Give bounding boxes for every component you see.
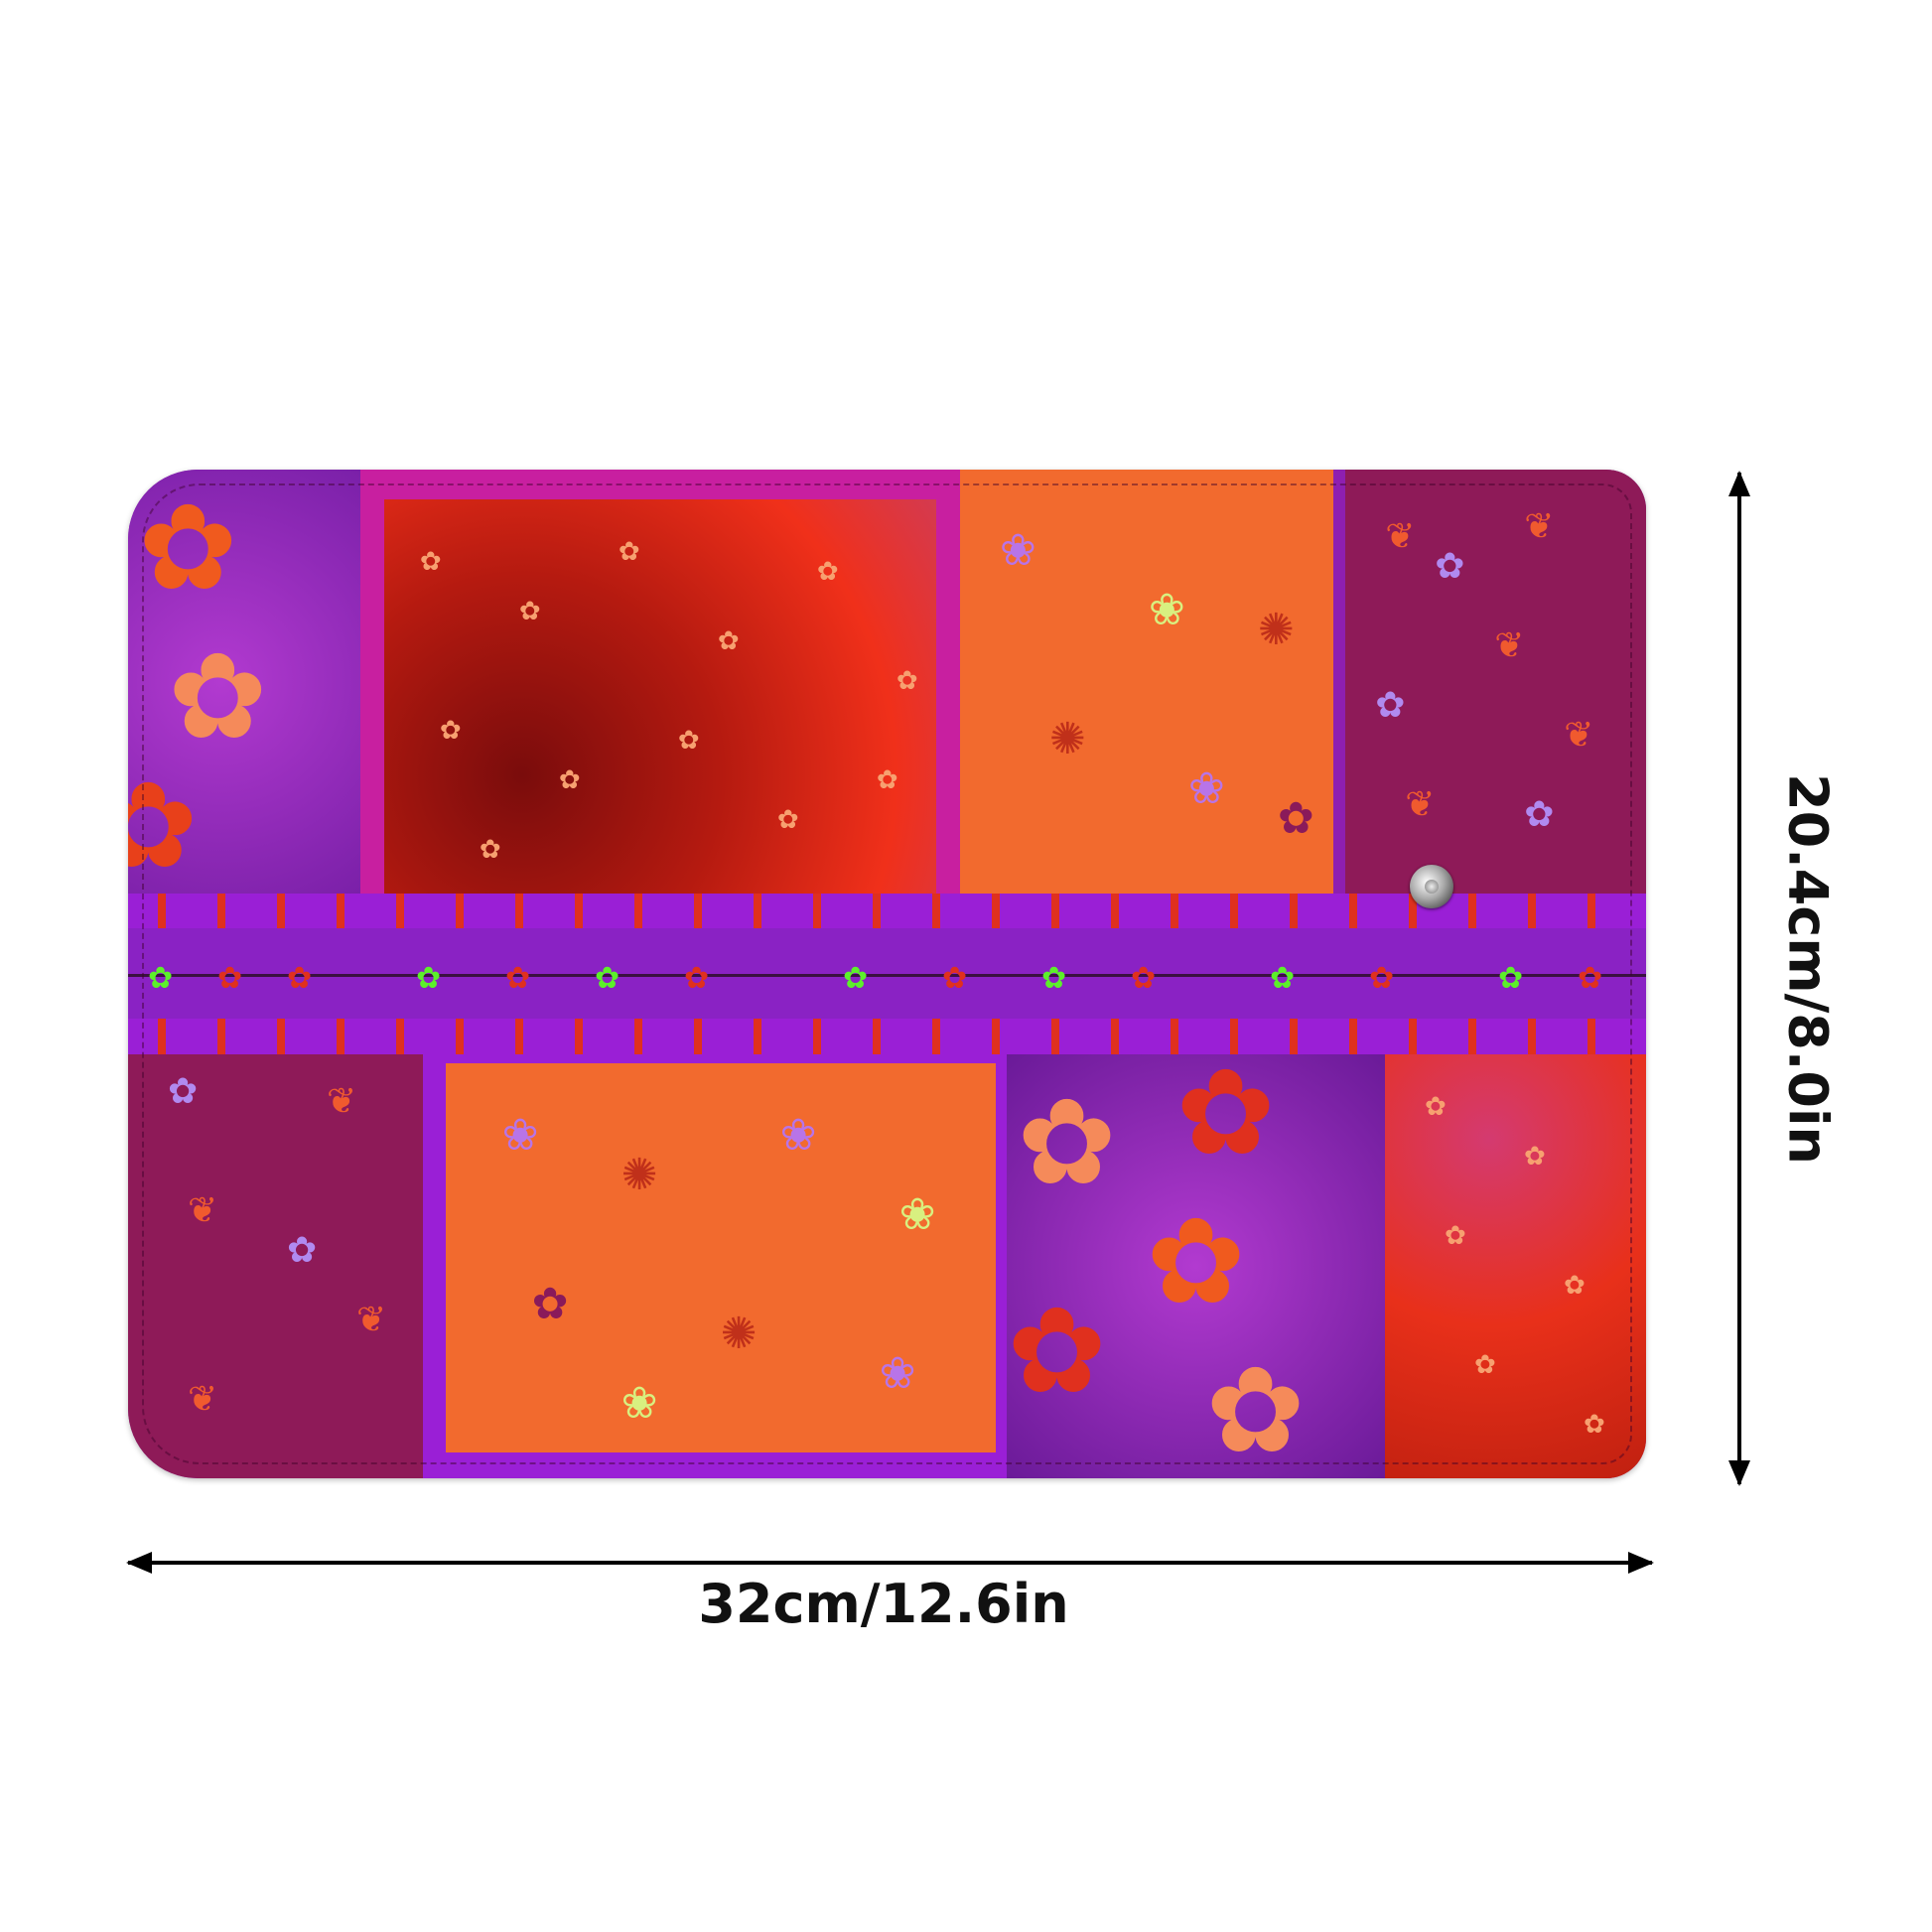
patch-top-left-flowers: ✿ ✿ ✿ <box>128 470 360 894</box>
double-arrow-vertical-icon <box>1728 471 1750 1486</box>
height-dimension-label: 20.4cm/8.0in <box>1776 773 1840 1165</box>
snap-button-icon <box>1410 865 1453 908</box>
patch-orange-sketch-flowers: ❀ ❀ ✺ ✺ ❀ ✿ <box>959 470 1334 894</box>
patch-bottom-purple-flowers: ✿ ✿ ✿ ✿ ✿ <box>1007 1054 1385 1478</box>
width-dimension-label: 32cm/12.6in <box>698 1573 1069 1635</box>
vine-band: ✿ ✿ ✿ ✿ ✿ ✿ ✿ ✿ ✿ ✿ ✿ ✿ ✿ ✿ ✿ <box>128 893 1646 1055</box>
patch-red-daisies: ✿ ✿ ✿ ✿ ✿ ✿ ✿ ✿ ✿ ✿ ✿ ✿ <box>359 470 960 894</box>
patch-bottom-orange-sketch: ❀ ✺ ❀ ❀ ✿ ✺ ❀ ❀ <box>422 1054 1008 1478</box>
patch-bottom-red-daisies: ✿ ✿ ✿ ✿ ✿ ✿ <box>1385 1054 1646 1478</box>
wallet-product-image: ✿ ✿ ✿ ✿ ✿ ✿ ✿ ✿ ✿ ✿ ✿ ✿ ✿ ✿ ✿ ❀ ❀ ✺ ✺ ❀ ✿ ❦ ✿ ❦ ❦ ✿ ❦ ❦ ✿ ✿… <box>128 470 1646 1478</box>
double-arrow-horizontal-icon <box>126 1552 1654 1574</box>
patch-bottom-left-magenta: ✿ ❦ ❦ ✿ ❦ ❦ <box>128 1054 423 1478</box>
patch-magenta-butterflies: ❦ ✿ ❦ ❦ ✿ ❦ ❦ ✿ <box>1345 470 1646 894</box>
